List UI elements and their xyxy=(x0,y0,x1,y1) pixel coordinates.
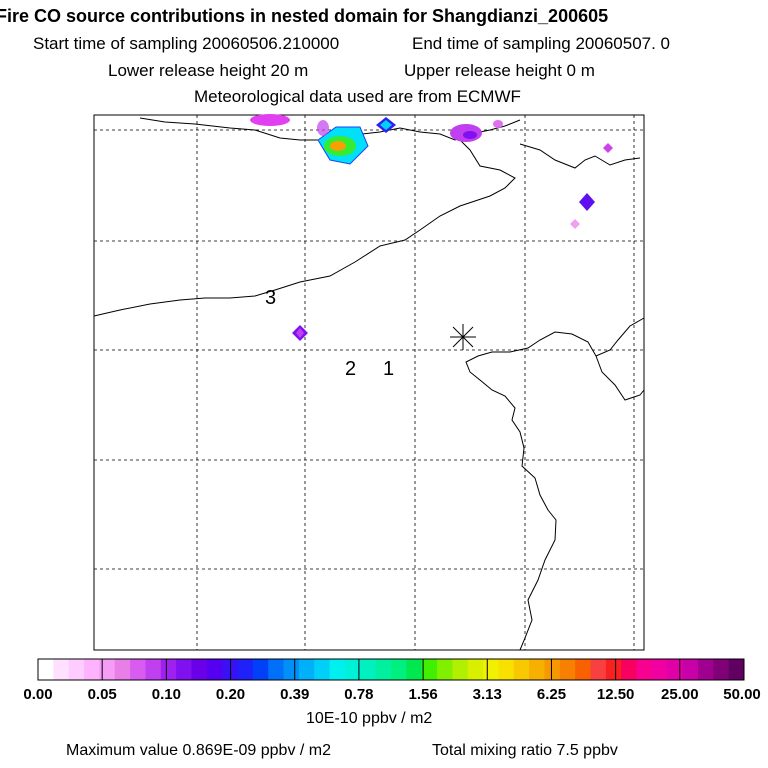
colorbar-swatch xyxy=(84,659,100,680)
max-value-label: Maximum value 0.869E-09 ppbv / m2 xyxy=(66,742,332,759)
colorbar-swatch xyxy=(713,659,730,680)
plume-patch xyxy=(493,120,503,128)
colorbar-swatch xyxy=(145,659,162,680)
colorbar-swatch xyxy=(621,659,638,680)
colorbar-swatch xyxy=(99,659,116,680)
colorbar-swatch xyxy=(344,659,361,680)
colorbar-tick-label: 0.39 xyxy=(280,686,310,703)
end-time-label: End time of sampling 20060507. 0 xyxy=(412,34,671,53)
colorbar-swatch xyxy=(682,659,699,680)
colorbar-swatch xyxy=(252,659,269,680)
map-frame xyxy=(93,114,645,651)
colorbar-swatch xyxy=(467,659,484,680)
colorbar-tick-label: 50.00 xyxy=(723,686,761,703)
map-label-3: 3 xyxy=(265,287,276,309)
colorbar-swatch xyxy=(68,659,85,680)
plume-patch xyxy=(570,219,580,229)
plume-patch xyxy=(317,120,329,136)
colorbar-tick-label: 1.56 xyxy=(408,686,438,703)
colorbar-swatch xyxy=(513,659,530,680)
colorbar-tick-label: 0.00 xyxy=(23,686,53,703)
plume-patch xyxy=(250,114,290,126)
colorbar-swatch xyxy=(114,659,131,680)
colorbar-swatch xyxy=(206,659,223,680)
colorbar-swatch xyxy=(559,659,576,680)
plume-patch xyxy=(380,120,392,130)
start-time-label: Start time of sampling 20060506.210000 xyxy=(33,34,340,53)
plume-patch xyxy=(296,328,304,338)
plume-patch xyxy=(579,193,595,211)
colorbar-swatch xyxy=(160,659,177,680)
colorbar-swatch xyxy=(728,659,745,680)
lower-release-label: Lower release height 20 m xyxy=(108,61,309,80)
plume-patch xyxy=(603,143,613,153)
colorbar-swatch xyxy=(53,659,70,680)
colorbar-tick-label: 0.05 xyxy=(87,686,117,703)
colorbar-swatch xyxy=(452,659,469,680)
colorbar-swatch xyxy=(329,659,346,680)
map-label-1: 1 xyxy=(383,358,394,380)
colorbar-tick-lines xyxy=(37,659,745,680)
colorbar-swatch xyxy=(406,659,423,680)
plume-patch xyxy=(330,141,346,151)
grid-lines xyxy=(94,115,644,650)
colorbar-swatch xyxy=(498,659,515,680)
colorbar-tick-label: 0.78 xyxy=(344,686,374,703)
station-star-icon xyxy=(450,324,476,350)
colorbar-swatch xyxy=(268,659,285,680)
colorbar-swatch xyxy=(283,659,300,680)
met-data-label: Meteorological data used are from ECMWF xyxy=(194,87,521,106)
colorbar-swatch xyxy=(130,659,146,680)
colorbar-tick-label: 0.20 xyxy=(215,686,246,703)
colorbar-swatch xyxy=(651,659,668,680)
map-title: Fire CO source contributions in nested d… xyxy=(0,6,609,26)
colorbar-swatch xyxy=(176,659,192,680)
colorbar-swatch xyxy=(529,659,545,680)
plume-patches xyxy=(250,114,613,341)
colorbar-swatch xyxy=(191,659,208,680)
colorbar-tick-label: 6.25 xyxy=(536,686,567,703)
colorbar-swatch xyxy=(38,659,54,680)
total-mixing-ratio-label: Total mixing ratio 7.5 ppbv xyxy=(432,742,618,759)
colorbar-tick-label: 0.10 xyxy=(151,686,181,703)
colorbar-swatch xyxy=(544,659,561,680)
colorbar-swatch xyxy=(437,659,453,680)
colorbar-swatch xyxy=(605,659,622,680)
colorbar-tick-label: 12.50 xyxy=(596,686,635,703)
units-label: 10E-10 ppbv / m2 xyxy=(306,710,433,727)
colorbar-swatch xyxy=(667,659,684,680)
colorbar-swatch xyxy=(636,659,653,680)
plume-patch xyxy=(463,131,477,139)
colorbar-swatch xyxy=(375,659,392,680)
colorbar-swatch xyxy=(421,659,438,680)
colorbar-swatch xyxy=(391,659,407,680)
colorbar-swatch xyxy=(590,659,607,680)
colorbar-swatch xyxy=(360,659,377,680)
upper-release-label: Upper release height 0 m xyxy=(404,61,595,80)
map-label-2: 2 xyxy=(345,358,356,380)
colorbar xyxy=(37,658,745,681)
colorbar-tick-label: 25.00 xyxy=(661,686,699,703)
colorbar-swatch xyxy=(314,659,331,680)
colorbar-tick-label: 3.13 xyxy=(472,686,502,703)
colorbar-swatch xyxy=(575,659,592,680)
colorbar-swatch xyxy=(697,659,714,680)
colorbar-swatch xyxy=(483,659,499,680)
colorbar-swatch xyxy=(298,659,315,680)
colorbar-swatch xyxy=(237,659,254,680)
